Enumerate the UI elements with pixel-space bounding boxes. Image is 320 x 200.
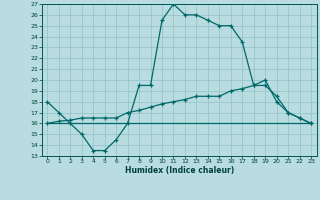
X-axis label: Humidex (Indice chaleur): Humidex (Indice chaleur): [124, 166, 234, 175]
